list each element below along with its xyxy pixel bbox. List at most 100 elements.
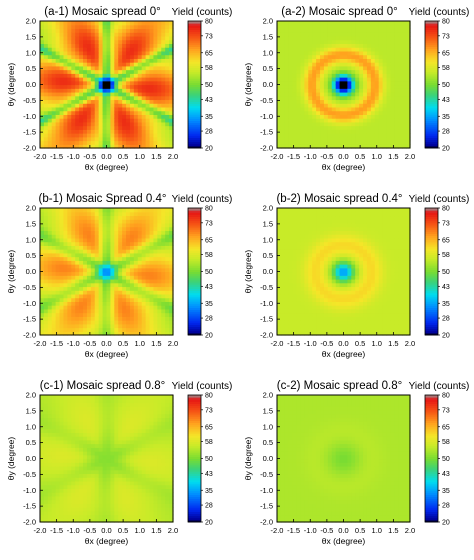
heatmap-cell	[312, 264, 317, 269]
heatmap-cell	[145, 264, 151, 269]
heatmap-cell	[71, 80, 76, 86]
colorbar-segment	[425, 37, 438, 41]
heatmap-cell	[126, 234, 131, 239]
heatmap-cell	[382, 35, 388, 41]
heatmap-cell	[351, 47, 356, 52]
heatmap-cell	[327, 65, 333, 71]
heatmap-cell	[378, 21, 384, 26]
heatmap-cell	[102, 133, 108, 138]
heatmap-cell	[359, 32, 364, 37]
heatmap-cell	[157, 32, 162, 37]
heatmap-cell	[355, 133, 360, 138]
heatmap-cell	[280, 327, 286, 332]
heatmap-cell	[398, 39, 403, 45]
heatmap-cell	[75, 69, 80, 74]
heatmap-cell	[63, 275, 68, 280]
heatmap-cell	[366, 308, 372, 314]
heatmap-cell	[71, 106, 76, 112]
heatmap-cell	[98, 290, 104, 295]
heatmap-cell	[339, 327, 345, 332]
heatmap-cell	[126, 114, 131, 119]
heatmap-cell	[402, 39, 407, 45]
heatmap-cell	[126, 327, 131, 332]
heatmap-cell	[133, 99, 139, 104]
heatmap-cell	[288, 297, 294, 302]
heatmap-cell	[40, 110, 45, 115]
heatmap-cell	[398, 73, 403, 78]
heatmap-cell	[284, 95, 290, 101]
heatmap-cell	[145, 278, 151, 284]
heatmap-cell	[118, 106, 123, 112]
heatmap-cell	[90, 95, 96, 101]
heatmap-cell	[137, 136, 143, 142]
heatmap-cell	[169, 320, 174, 325]
heatmap-cell	[102, 301, 108, 306]
heatmap-cell	[296, 47, 302, 52]
heatmap-cell	[355, 140, 360, 145]
heatmap-cell	[102, 305, 108, 310]
heatmap-cell	[55, 331, 61, 336]
heatmap-cell	[398, 230, 403, 235]
heatmap-cell	[339, 245, 345, 250]
heatmap-cell	[133, 106, 139, 112]
heatmap-cell	[40, 215, 45, 220]
heatmap-cell	[327, 278, 333, 284]
heatmap-cell	[161, 136, 166, 142]
heatmap-cell	[94, 271, 100, 276]
heatmap-cell	[398, 43, 403, 48]
heatmap-cell	[308, 121, 313, 127]
heatmap-cell	[169, 118, 174, 123]
heatmap-cell	[43, 286, 49, 291]
heatmap-cell	[59, 65, 65, 71]
heatmap-cell	[390, 65, 395, 71]
heatmap-cell	[51, 286, 57, 291]
heatmap-cell	[118, 312, 123, 317]
heatmap-cell	[394, 88, 399, 93]
heatmap-cell	[300, 47, 305, 52]
heatmap-cell	[308, 237, 313, 243]
heatmap-cell	[71, 39, 76, 45]
heatmap-cell	[378, 316, 384, 321]
heatmap-cell	[343, 320, 349, 325]
heatmap-cell	[402, 28, 407, 33]
heatmap-cell	[63, 230, 68, 235]
colorbar-segment	[188, 133, 201, 136]
panel-title: (b-2) Mosaic spread 0.4°	[276, 193, 402, 205]
heatmap-cell	[398, 118, 403, 123]
heatmap-cell	[394, 290, 399, 295]
heatmap-cell	[355, 118, 360, 123]
heatmap-cell	[320, 256, 325, 261]
heatmap-cell	[122, 80, 127, 86]
heatmap-cell	[288, 241, 294, 246]
heatmap-cell	[40, 73, 45, 78]
colorbar-segment	[188, 116, 201, 119]
heatmap-cell	[40, 245, 45, 250]
heatmap-cell	[94, 230, 100, 235]
heatmap-cell	[59, 282, 65, 288]
heatmap-cell	[292, 32, 298, 37]
heatmap-cell	[149, 316, 155, 321]
heatmap-cell	[312, 327, 317, 332]
heatmap-cell	[363, 62, 368, 67]
heatmap-cell	[343, 54, 349, 59]
heatmap-cell	[277, 222, 282, 228]
heatmap-cell	[335, 208, 341, 213]
heatmap-cell	[378, 234, 384, 239]
heatmap-cell	[153, 133, 158, 138]
heatmap-cell	[59, 234, 65, 239]
heatmap-cell	[106, 114, 112, 119]
heatmap-cell	[149, 241, 155, 246]
heatmap-cell	[382, 28, 388, 33]
heatmap-cell	[355, 77, 360, 82]
heatmap-cell	[277, 43, 282, 48]
heatmap-cell	[366, 106, 372, 112]
heatmap-cell	[126, 249, 131, 254]
colorbar-segment	[188, 48, 201, 52]
heatmap-cell	[378, 140, 384, 145]
heatmap-cell	[386, 114, 392, 119]
heatmap-cell	[359, 88, 364, 93]
heatmap-cell	[90, 47, 96, 52]
heatmap-cell	[126, 305, 131, 310]
heatmap-cell	[355, 293, 360, 299]
heatmap-cell	[284, 260, 290, 265]
